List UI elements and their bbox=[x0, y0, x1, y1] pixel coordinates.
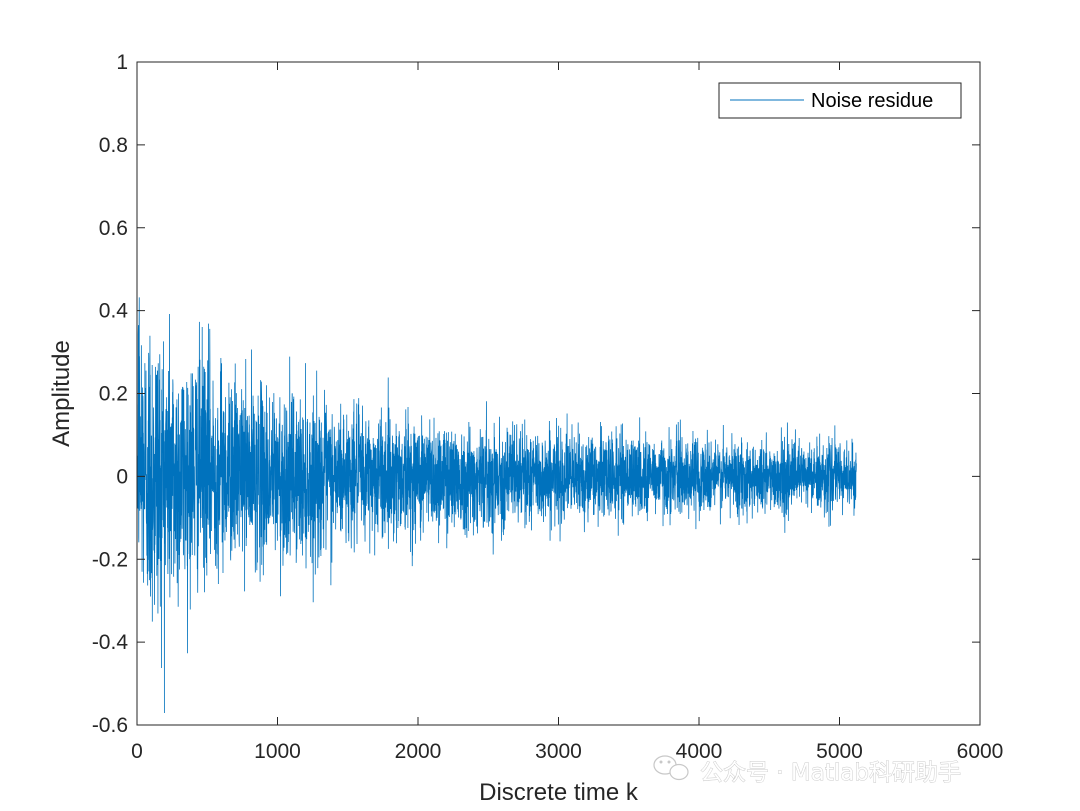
wechat-icon bbox=[653, 755, 689, 781]
x-axis-label: Discrete time k bbox=[479, 779, 639, 806]
axes-background bbox=[137, 62, 980, 725]
plot-area bbox=[136, 61, 981, 726]
ticks-group: 0 1000 2000 3000 4000 5000 6000 -0.6 -0.4 -0.2 0 0.… bbox=[92, 51, 1004, 763]
legend: Noise residue bbox=[718, 82, 962, 119]
x-tick-label: 1000 bbox=[254, 740, 301, 763]
x-tick-label: 4000 bbox=[676, 740, 723, 763]
y-tick-label: 0.4 bbox=[99, 300, 129, 323]
x-tick-label: 0 bbox=[131, 740, 143, 763]
watermark-text: 公众号 · Matlab科研助手 bbox=[700, 760, 961, 786]
y-tick-label: 0.8 bbox=[99, 134, 128, 157]
y-tick-label: -0.4 bbox=[92, 631, 129, 654]
y-tick-label: 0.6 bbox=[99, 217, 128, 240]
y-tick-label: 0 bbox=[116, 465, 128, 488]
y-tick-label: -0.6 bbox=[92, 714, 128, 737]
x-tick-label: 6000 bbox=[957, 740, 1004, 763]
y-tick-label: 0.2 bbox=[99, 383, 128, 406]
watermark: 公众号 · Matlab科研助手 bbox=[653, 755, 961, 786]
y-tick-label: -0.2 bbox=[92, 548, 128, 571]
y-tick-label: 1 bbox=[116, 51, 128, 74]
series-line-noise-residue bbox=[136, 297, 857, 713]
legend-label-noise-residue: Noise residue bbox=[811, 90, 933, 112]
x-tick-label: 3000 bbox=[535, 740, 582, 763]
x-tick-label: 2000 bbox=[395, 740, 442, 763]
x-tick-label: 5000 bbox=[816, 740, 863, 763]
y-axis-label: Amplitude bbox=[48, 340, 75, 447]
